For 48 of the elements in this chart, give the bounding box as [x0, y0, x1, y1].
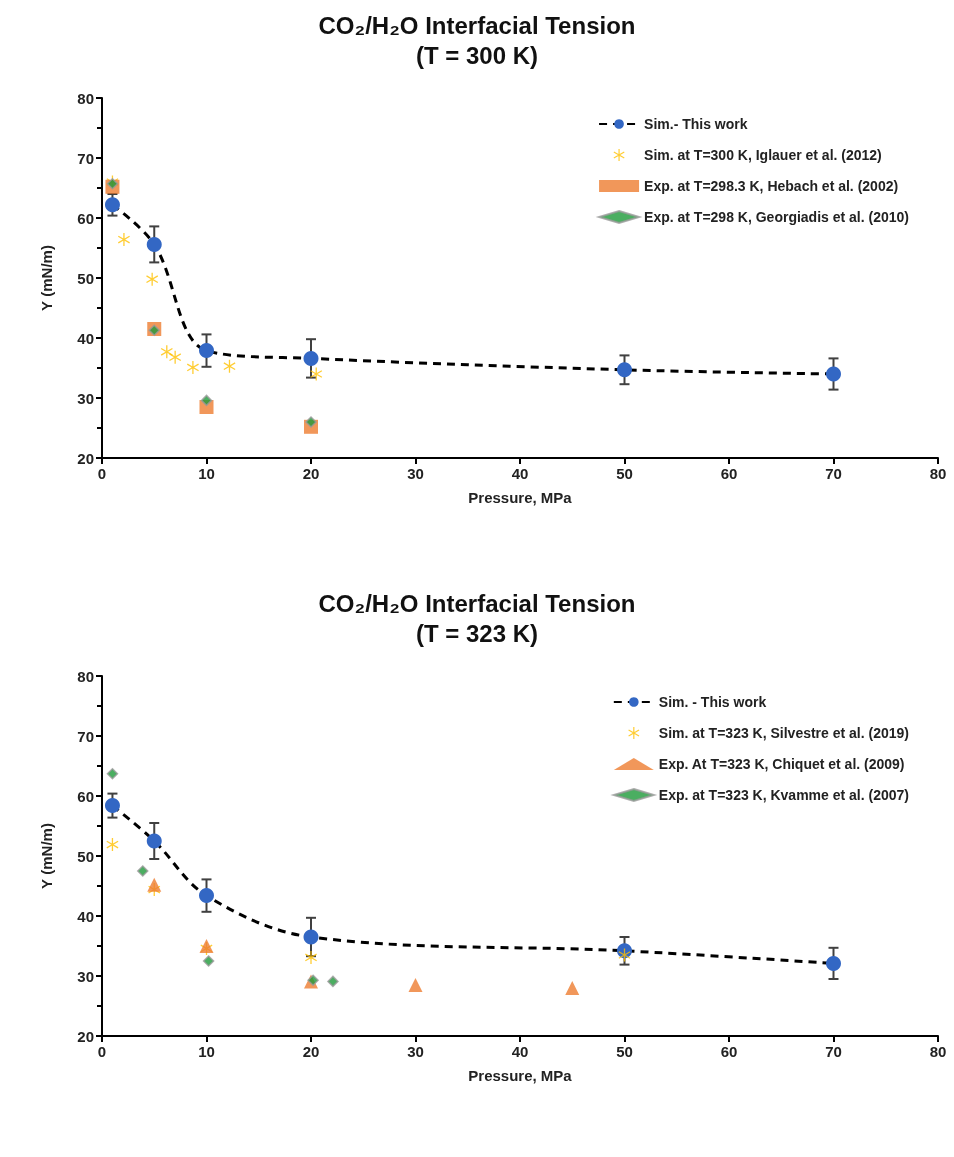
x-axis-title: Pressure, MPa	[468, 489, 573, 506]
y-tick-label: 30	[77, 389, 94, 407]
x-tick-label: 70	[825, 465, 842, 482]
y-tick-label: 40	[77, 907, 94, 925]
x-tick-label: 50	[616, 1043, 633, 1060]
y-tick-label: 20	[77, 1027, 94, 1045]
x-tick-label: 20	[302, 465, 320, 482]
x-tick-label: 50	[616, 465, 633, 482]
y-tick-label: 20	[77, 449, 94, 467]
y-tick-label: 30	[77, 967, 94, 985]
legend-label: Sim. at T=323 K, Silvestre et al. (2019)	[658, 725, 910, 741]
y-tick-label: 60	[77, 209, 94, 227]
y-tick-label: 80	[77, 667, 94, 685]
x-tick-label: 10	[198, 1043, 215, 1060]
y-axis-title: Υ (mN/m)	[38, 823, 55, 889]
legend-label: Exp. At T=323 K, Chiquet et al. (2009)	[658, 756, 905, 772]
x-tick-label: 30	[407, 1043, 424, 1060]
legend-label: Sim. - This work	[658, 694, 767, 710]
legend-label: Sim. at T=300 K, Iglauer et al. (2012)	[644, 147, 882, 163]
x-tick-label: 20	[302, 1043, 320, 1060]
y-axis-title: Υ (mN/m)	[38, 245, 55, 311]
x-tick-label: 60	[720, 465, 738, 482]
chart-subtitle: (T = 300 K)	[415, 41, 539, 69]
y-tick-label: 40	[77, 329, 94, 347]
x-tick-label: 80	[929, 465, 947, 482]
x-tick-label: 10	[198, 465, 215, 482]
x-tick-label: 0	[97, 465, 107, 482]
legend-label: Exp. at T=298 K, Georgiadis et al. (2010)	[644, 209, 910, 225]
x-tick-label: 40	[511, 465, 529, 482]
x-tick-label: 30	[407, 465, 424, 482]
chart-title: CO₂/H₂O Interfacial Tension	[318, 589, 636, 617]
x-tick-label: 70	[825, 1043, 842, 1060]
legend-label: Exp. at T=298.3 K, Hebach et al. (2002)	[644, 178, 899, 194]
y-tick-label: 70	[77, 727, 94, 745]
x-tick-label: 0	[97, 1043, 107, 1060]
y-tick-label: 50	[77, 847, 94, 865]
y-tick-label: 60	[77, 787, 94, 805]
y-tick-label: 50	[77, 269, 94, 287]
x-tick-label: 60	[720, 1043, 738, 1060]
x-tick-label: 40	[511, 1043, 529, 1060]
x-tick-label: 80	[929, 1043, 947, 1060]
y-tick-label: 70	[77, 149, 94, 167]
x-axis-title: Pressure, MPa	[468, 1067, 573, 1084]
legend-label: Exp. at T=323 K, Kvamme et al. (2007)	[658, 787, 910, 803]
chart-subtitle: (T = 323 K)	[415, 619, 539, 647]
y-tick-label: 80	[77, 89, 94, 107]
chart-title: CO₂/H₂O Interfacial Tension	[318, 11, 636, 39]
legend-label: Sim.- This work	[644, 116, 748, 132]
